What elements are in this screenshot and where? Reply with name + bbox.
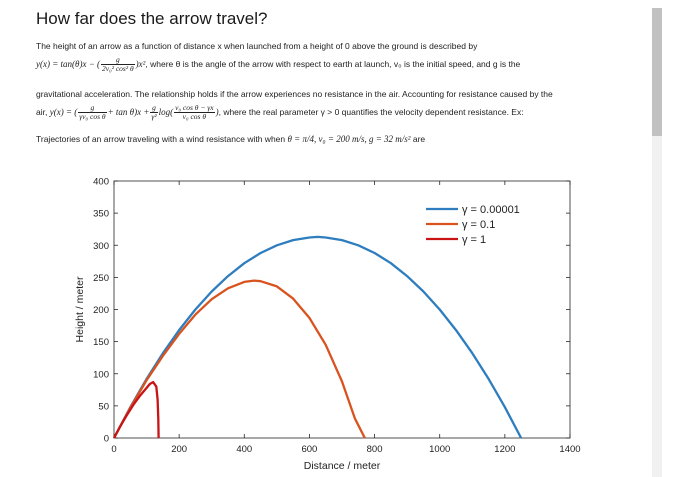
y-tick-label: 300	[93, 241, 109, 252]
equation-2-fraction-2: g γ²	[150, 103, 158, 121]
x-tick-label: 1000	[429, 444, 450, 455]
equation-2-log: log(	[158, 106, 174, 117]
caption-suffix: are	[410, 134, 426, 144]
caption-prefix: Trajectories of an arrow traveling with …	[36, 134, 288, 144]
y-tick-label: 100	[93, 369, 109, 380]
equation-2-mid: + tan θ)x +	[107, 106, 150, 117]
y-tick-label: 250	[93, 273, 109, 284]
fraction-numerator: g	[101, 56, 135, 65]
equation-2-description: , where the real parameter γ > 0 quantif…	[218, 106, 524, 117]
equation-line-2: air, y(x) = (g γv₀ cos θ + tan θ)x + g γ² log…	[36, 104, 524, 121]
series-line-1	[112, 235, 523, 439]
fraction-numerator: v₀ cos θ − γx	[174, 103, 215, 113]
equation-2-fraction-1: g γv₀ cos θ	[78, 104, 107, 121]
series-line-2	[112, 279, 366, 439]
equation-2-prefix: air,	[36, 106, 50, 117]
y-tick-label: 50	[98, 401, 109, 412]
legend-label-2: γ = 0.1	[462, 219, 495, 231]
equation-1-rhs: )x²	[135, 58, 146, 69]
series-line-3	[112, 380, 160, 439]
equation-line-1: y(x) = tan(θ)x − (g 2v₀² cos² θ)x², where…	[36, 56, 520, 73]
fraction-numerator: g	[78, 104, 107, 113]
equation-2-close: )	[215, 106, 219, 117]
fraction-numerator: g	[150, 103, 158, 113]
legend-label-1: γ = 0.00001	[462, 204, 520, 216]
x-tick-label: 1200	[494, 444, 515, 455]
x-tick-label: 600	[301, 444, 317, 455]
equation-1-fraction: g 2v₀² cos² θ	[101, 56, 135, 73]
trajectory-caption: Trajectories of an arrow traveling with …	[36, 133, 425, 145]
x-tick-label: 1400	[559, 444, 580, 455]
x-tick-label: 200	[171, 444, 187, 455]
y-tick-label: 150	[93, 337, 109, 348]
intro-text: The height of an arrow as a function of …	[36, 41, 478, 51]
scrollbar-thumb[interactable]	[652, 8, 662, 136]
y-axis-label: Height / meter	[74, 276, 86, 342]
x-tick-label: 0	[111, 444, 116, 455]
x-axis-label: Distance / meter	[304, 460, 381, 472]
y-tick-label: 350	[93, 209, 109, 220]
caption-parameters: θ = π/4, v₀ = 200 m/s, g = 32 m/s²	[287, 134, 411, 144]
fraction-denominator: v₀ cos θ	[182, 112, 207, 121]
resistance-text: gravitational acceleration. The relation…	[36, 89, 553, 99]
equation-2-fraction-3: v₀ cos θ − γx v₀ cos θ	[174, 103, 215, 121]
legend-label-3: γ = 1	[462, 234, 486, 246]
equation-1-lhs: y(x) = tan(θ)x − (	[36, 58, 101, 69]
page-title: How far does the arrow travel?	[36, 9, 268, 28]
y-tick-label: 200	[93, 305, 109, 316]
equation-2-lhs: y(x) = (	[49, 106, 78, 117]
chart-legend: γ = 0.00001 γ = 0.1 γ = 1	[422, 197, 558, 249]
x-tick-label: 400	[236, 444, 252, 455]
y-tick-label: 0	[104, 434, 109, 445]
y-tick-label: 400	[93, 177, 109, 188]
fraction-denominator: γ²	[151, 112, 157, 121]
equation-1-description: , where θ is the angle of the arrow with…	[145, 58, 521, 69]
fraction-denominator: 2v₀² cos² θ	[102, 64, 134, 73]
x-tick-label: 800	[367, 444, 383, 455]
fraction-denominator: γv₀ cos θ	[79, 112, 106, 121]
scrollbar[interactable]	[652, 8, 662, 477]
